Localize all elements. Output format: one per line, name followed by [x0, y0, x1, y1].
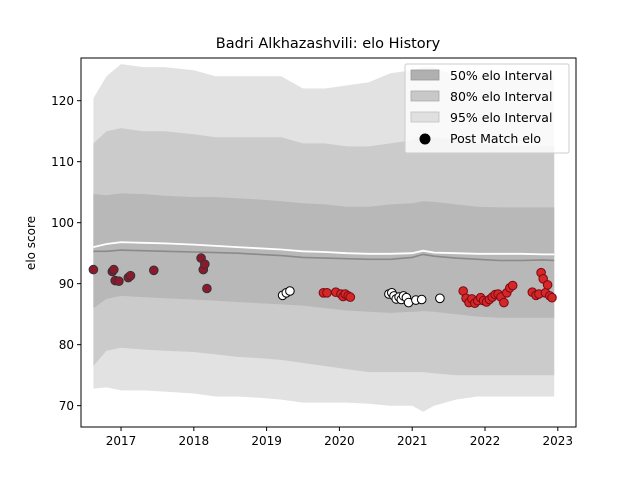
- data-point-loss: [125, 270, 136, 281]
- data-point-win: [507, 280, 518, 291]
- legend-swatch-95: [410, 111, 440, 123]
- legend-box: [404, 63, 570, 154]
- x-tick-label: 2019: [251, 434, 282, 448]
- data-point-loss: [149, 265, 159, 276]
- legend-swatch-50: [410, 69, 440, 81]
- legend-label-50: 50% elo Interval: [450, 68, 552, 83]
- y-tick-label: 70: [59, 399, 74, 413]
- plot-frame: [80, 57, 577, 428]
- x-axis: 2017 2018 2019 2020 2021 2022 2023: [106, 427, 573, 448]
- y-tick-label: 110: [51, 155, 74, 169]
- legend-label-post-match: Post Match elo: [450, 131, 541, 146]
- data-point-loss: [109, 264, 119, 275]
- legend-swatch-80: [410, 90, 440, 102]
- data-point-loss: [200, 259, 210, 270]
- x-tick-label: 2022: [470, 434, 501, 448]
- chart-title: Badri Alkhazashvili: elo History: [216, 36, 441, 52]
- data-point-draw: [416, 294, 427, 305]
- data-point-draw: [285, 286, 295, 296]
- data-point-loss: [114, 276, 124, 287]
- mean-line: [93, 241, 555, 256]
- median-line: [93, 249, 555, 262]
- data-point-win: [345, 292, 356, 302]
- y-tick-label: 100: [51, 216, 74, 230]
- post-match-points: [88, 253, 557, 309]
- x-tick-label: 2020: [324, 434, 355, 448]
- data-point-win: [322, 288, 332, 298]
- x-tick-label: 2017: [106, 434, 137, 448]
- legend: 50% elo Interval 80% elo Interval 95% el…: [404, 63, 570, 154]
- x-tick-label: 2018: [179, 434, 210, 448]
- x-tick-label: 2023: [543, 434, 574, 448]
- y-tick-label: 90: [59, 277, 74, 291]
- data-point-draw: [435, 293, 445, 304]
- y-axis-title: elo score: [24, 216, 38, 270]
- data-point-loss: [202, 283, 212, 294]
- legend-label-80: 80% elo Interval: [450, 89, 552, 104]
- legend-label-95: 95% elo Interval: [450, 110, 552, 125]
- legend-marker-post-match: [419, 133, 431, 145]
- data-point-win: [499, 297, 509, 308]
- data-point-win: [542, 280, 553, 290]
- data-point-win: [547, 292, 557, 303]
- x-tick-label: 2021: [397, 434, 428, 448]
- y-axis: 70 80 90 100 110 120: [51, 94, 81, 413]
- trend-lines: [93, 241, 555, 262]
- y-tick-label: 120: [51, 94, 74, 108]
- y-tick-label: 80: [59, 338, 74, 352]
- data-point-loss: [88, 264, 99, 275]
